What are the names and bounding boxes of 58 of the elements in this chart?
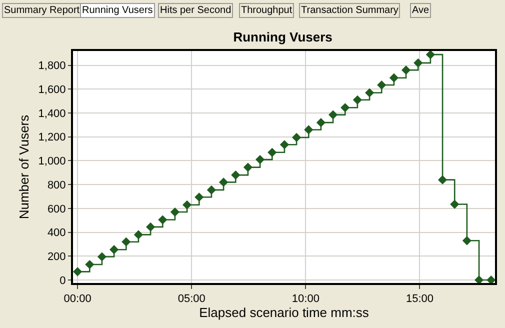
point	[328, 110, 338, 120]
text: Hits per Second	[160, 5, 232, 16]
point	[73, 267, 82, 276]
point	[158, 215, 168, 224]
text: Summary Report	[4, 5, 80, 16]
x-tick-label: 00:00	[64, 293, 92, 306]
point	[414, 58, 423, 68]
y-tick-label: 600	[47, 203, 66, 216]
point	[304, 125, 314, 134]
chart-title: Running Vusers	[233, 30, 332, 45]
point	[97, 252, 107, 262]
point	[389, 73, 398, 82]
y-tick-label: 1,200	[38, 132, 66, 144]
point	[122, 237, 131, 246]
y-tick-label: 1,400	[38, 108, 66, 120]
point	[182, 200, 192, 210]
point	[110, 245, 119, 254]
point	[292, 132, 302, 142]
point	[462, 236, 472, 246]
point	[377, 80, 386, 90]
point	[401, 66, 411, 75]
point	[256, 154, 265, 164]
point	[243, 162, 253, 172]
text: Running Vusers	[82, 5, 153, 16]
point	[340, 103, 350, 112]
point	[134, 230, 144, 240]
point	[352, 95, 362, 104]
y-tick-label: 1,000	[38, 156, 66, 168]
point	[486, 275, 495, 283]
point	[206, 185, 216, 195]
text: Ave	[412, 5, 430, 16]
point	[219, 178, 228, 187]
y-tick-label: 1,800	[38, 60, 66, 72]
point	[474, 275, 484, 283]
point	[280, 140, 290, 150]
point	[438, 175, 448, 184]
x-tick-label: 15:00	[406, 293, 434, 306]
point	[231, 170, 240, 180]
text: Transaction Summary	[301, 5, 398, 16]
point	[170, 207, 180, 217]
point	[316, 118, 326, 128]
point	[85, 260, 94, 270]
y-tick-label: 1,600	[38, 84, 66, 96]
y-tick-label: 0	[60, 274, 66, 287]
point	[450, 200, 460, 209]
point	[364, 88, 374, 98]
point	[268, 148, 277, 157]
point	[146, 222, 156, 232]
point	[426, 51, 435, 60]
y-axis-title: Number of Vusers	[16, 114, 32, 220]
point	[194, 192, 204, 202]
y-tick-label: 200	[47, 251, 66, 264]
y-tick-label: 800	[47, 179, 66, 192]
x-tick-label: 05:00	[178, 293, 206, 306]
y-tick-label: 400	[47, 227, 66, 240]
x-axis-title: Elapsed scenario time mm:ss	[199, 305, 370, 320]
x-tick-label: 10:00	[292, 293, 320, 306]
text: Throughput	[241, 5, 292, 16]
